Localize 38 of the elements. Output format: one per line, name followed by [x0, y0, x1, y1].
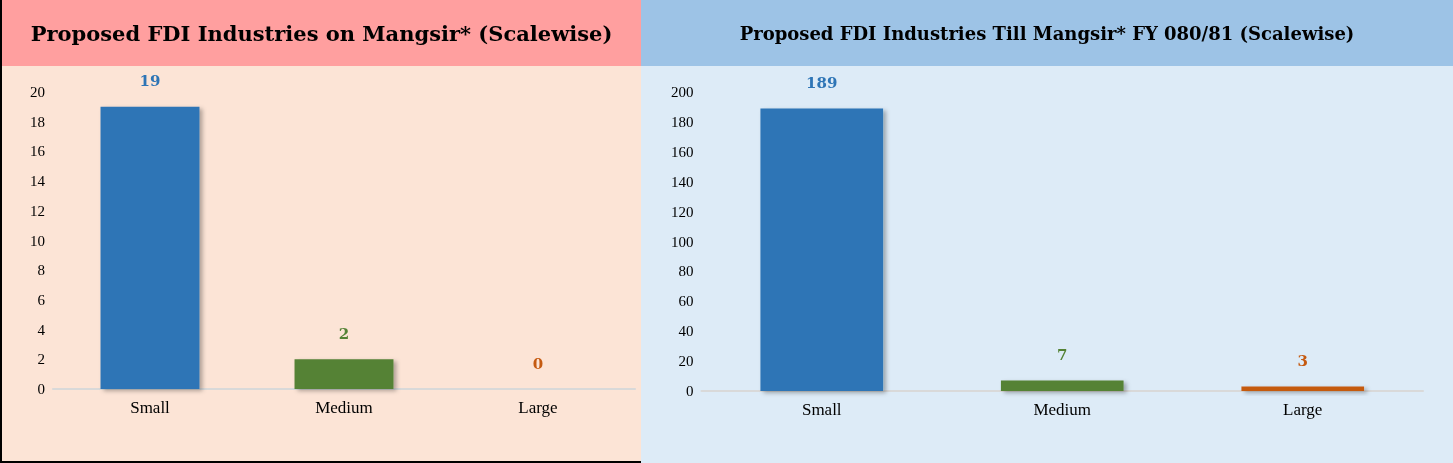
y-tick-label: 160 [671, 143, 694, 160]
y-tick-label: 20 [678, 353, 694, 370]
data-label: 3 [1297, 352, 1308, 371]
y-tick-label: 80 [678, 263, 694, 280]
y-tick-label: 8 [37, 262, 45, 279]
bar [1000, 380, 1124, 391]
data-label: 189 [806, 73, 838, 92]
y-tick-label: 200 [671, 84, 694, 100]
y-tick-label: 0 [686, 383, 694, 399]
y-tick-label: 40 [678, 323, 694, 340]
y-tick-label: 120 [671, 203, 694, 220]
y-tick-label: 2 [37, 351, 45, 368]
y-tick-label: 100 [671, 233, 694, 250]
y-tick-label: 140 [671, 173, 694, 190]
data-label: 19 [139, 72, 161, 91]
x-tick-label: Small [130, 398, 171, 417]
data-label: 7 [1057, 346, 1068, 365]
y-tick-label: 20 [30, 84, 45, 100]
chart-title: Proposed FDI Industries on Mangsir* (Scalewise) [2, 0, 641, 66]
chart-title: Proposed FDI Industries Till Mangsir* FY 080/81 (Scalewise) [641, 0, 1453, 66]
data-label: 2 [338, 324, 350, 343]
x-tick-label: Medium [1033, 400, 1092, 419]
y-tick-label: 4 [37, 321, 46, 338]
y-tick-label: 0 [37, 381, 45, 397]
data-label: 0 [532, 354, 544, 373]
y-tick-label: 12 [30, 202, 45, 219]
bar [760, 108, 884, 391]
y-tick-label: 18 [30, 113, 45, 130]
x-tick-label: Large [1283, 400, 1323, 419]
x-tick-label: Small [801, 400, 842, 419]
y-tick-label: 60 [678, 293, 694, 310]
y-tick-label: 10 [30, 232, 45, 249]
y-tick-label: 16 [30, 143, 46, 160]
y-tick-label: 6 [37, 291, 46, 308]
y-tick-label: 14 [30, 173, 46, 190]
x-tick-label: Large [518, 398, 558, 417]
x-tick-label: Medium [315, 398, 373, 417]
y-tick-label: 180 [671, 113, 694, 130]
